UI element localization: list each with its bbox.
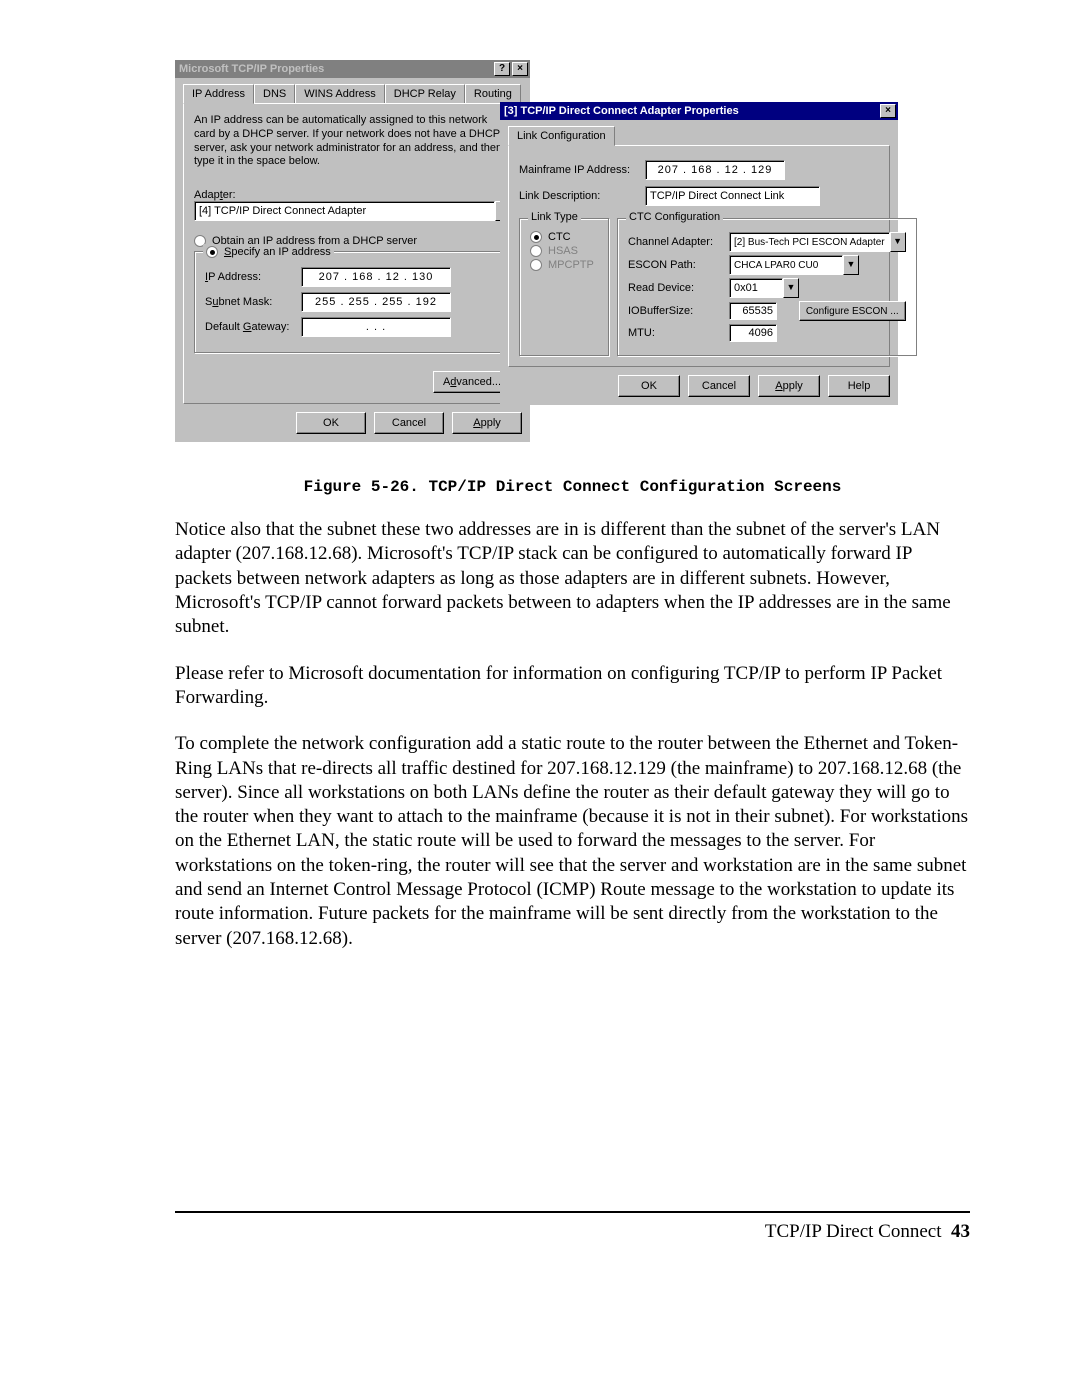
tab-ip-address[interactable]: IP Address: [183, 84, 254, 104]
ip-address-input[interactable]: 207 . 168 . 12 . 130: [301, 267, 451, 287]
dialog1-tabs: IP Address DNS WINS Address DHCP Relay R…: [183, 84, 522, 103]
iobuffer-label: IOBufferSize:: [628, 305, 723, 317]
body-text: Notice also that the subnet these two ad…: [175, 518, 970, 951]
chevron-down-icon[interactable]: ▼: [783, 278, 799, 298]
tab-dns[interactable]: DNS: [254, 84, 295, 103]
ip-address-label: IP Address:: [205, 271, 295, 283]
link-type-group: Link Type CTC HSAS MPCPTP: [519, 218, 609, 356]
link-type-title: Link Type: [528, 211, 581, 223]
apply-button[interactable]: Apply: [452, 412, 522, 434]
dialog2-title: [3] TCP/IP Direct Connect Adapter Proper…: [504, 105, 878, 117]
tab-routing[interactable]: Routing: [465, 84, 521, 103]
mainframe-ip-input[interactable]: 207 . 168 . 12 . 129: [645, 160, 785, 180]
channel-adapter-value: [2] Bus-Tech PCI ESCON Adapter: [729, 232, 890, 252]
help-button[interactable]: Help: [828, 375, 890, 397]
gateway-label: Default Gateway:: [205, 321, 295, 333]
radio-ctc[interactable]: CTC: [530, 231, 598, 243]
escon-path-value: CHCA LPAR0 CU0: [729, 255, 843, 275]
close-icon[interactable]: ×: [880, 104, 896, 118]
mtu-label: MTU:: [628, 327, 723, 339]
ok-button[interactable]: OK: [618, 375, 680, 397]
tab-link-config[interactable]: Link Configuration: [508, 126, 615, 146]
configure-escon-button[interactable]: Configure ESCON ...: [799, 301, 906, 321]
tcpip-properties-dialog: Microsoft TCP/IP Properties ? × IP Addre…: [175, 60, 530, 442]
mtu-input[interactable]: 4096: [729, 324, 777, 342]
paragraph-2: Please refer to Microsoft documentation …: [175, 662, 970, 711]
radio-dot-unfilled: [530, 245, 542, 257]
figure-area: Microsoft TCP/IP Properties ? × IP Addre…: [175, 60, 970, 470]
adapter-select[interactable]: [4] TCP/IP Direct Connect Adapter ▼: [194, 201, 511, 221]
dialog2-panel: Mainframe IP Address: 207 . 168 . 12 . 1…: [508, 145, 890, 367]
read-device-select[interactable]: 0x01 ▼: [729, 278, 799, 298]
dialog1-panel: An IP address can be automatically assig…: [183, 103, 522, 404]
ctc-config-group: CTC Configuration Channel Adapter: [2] B…: [617, 218, 917, 356]
tab-wins[interactable]: WINS Address: [295, 84, 385, 103]
radio-specify-label: Specify an IP address: [224, 246, 331, 258]
mainframe-ip-label: Mainframe IP Address:: [519, 164, 639, 176]
cancel-button[interactable]: Cancel: [374, 412, 444, 434]
chevron-down-icon[interactable]: ▼: [843, 255, 859, 275]
read-device-value: 0x01: [729, 278, 783, 298]
paragraph-1: Notice also that the subnet these two ad…: [175, 518, 970, 640]
link-desc-input[interactable]: TCP/IP Direct Connect Link: [645, 186, 820, 206]
radio-mpcptp-label: MPCPTP: [548, 259, 594, 271]
radio-dot-unfilled: [530, 259, 542, 271]
dialog1-intro: An IP address can be automatically assig…: [194, 114, 511, 169]
radio-specify[interactable]: Specify an IP address: [203, 244, 334, 260]
adapter-label: Adapter:: [194, 189, 511, 201]
direct-connect-adapter-dialog: [3] TCP/IP Direct Connect Adapter Proper…: [500, 102, 898, 405]
close-icon[interactable]: ×: [512, 62, 528, 76]
chevron-down-icon[interactable]: ▼: [890, 232, 906, 252]
ctc-config-title: CTC Configuration: [626, 211, 723, 223]
channel-adapter-label: Channel Adapter:: [628, 236, 723, 248]
escon-path-select[interactable]: CHCA LPAR0 CU0 ▼: [729, 255, 859, 275]
tab-dhcp-relay[interactable]: DHCP Relay: [385, 84, 465, 103]
radio-hsas-label: HSAS: [548, 245, 578, 257]
read-device-label: Read Device:: [628, 282, 723, 294]
channel-adapter-select[interactable]: [2] Bus-Tech PCI ESCON Adapter ▼: [729, 232, 906, 252]
page-number: 43: [951, 1221, 970, 1242]
apply-button[interactable]: Apply: [758, 375, 820, 397]
dialog2-titlebar[interactable]: [3] TCP/IP Direct Connect Adapter Proper…: [500, 102, 898, 120]
escon-path-label: ESCON Path:: [628, 259, 723, 271]
cancel-button[interactable]: Cancel: [688, 375, 750, 397]
subnet-input[interactable]: 255 . 255 . 255 . 192: [301, 292, 451, 312]
specify-ip-group: Specify an IP address IP Address: 207 . …: [194, 251, 511, 353]
link-desc-label: Link Description:: [519, 190, 639, 202]
radio-mpcptp: MPCPTP: [530, 259, 598, 271]
page-footer: TCP/IP Direct Connect 43: [175, 1211, 970, 1243]
ok-button[interactable]: OK: [296, 412, 366, 434]
subnet-label: Subnet Mask:: [205, 296, 295, 308]
dialog1-titlebar[interactable]: Microsoft TCP/IP Properties ? ×: [175, 60, 530, 78]
footer-text: TCP/IP Direct Connect: [765, 1221, 942, 1242]
radio-dot-filled: [530, 231, 542, 243]
figure-caption: Figure 5-26. TCP/IP Direct Connect Confi…: [175, 478, 970, 496]
radio-dot-filled: [206, 246, 218, 258]
radio-hsas: HSAS: [530, 245, 598, 257]
adapter-value: [4] TCP/IP Direct Connect Adapter: [194, 201, 495, 221]
iobuffer-input[interactable]: 65535: [729, 302, 777, 320]
dialog1-title: Microsoft TCP/IP Properties: [179, 63, 492, 75]
paragraph-3: To complete the network configuration ad…: [175, 732, 970, 951]
gateway-input[interactable]: . . .: [301, 317, 451, 337]
radio-ctc-label: CTC: [548, 231, 571, 243]
help-icon[interactable]: ?: [494, 62, 510, 76]
